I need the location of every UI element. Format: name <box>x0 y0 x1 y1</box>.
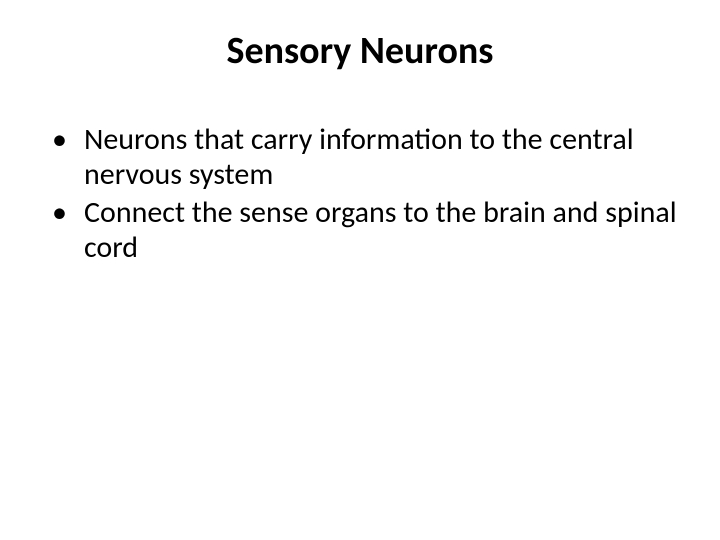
slide-container: Sensory Neurons Neurons that carry infor… <box>0 0 720 540</box>
bullet-list: Neurons that carry information to the ce… <box>40 122 680 266</box>
slide-title: Sensory Neurons <box>40 28 680 74</box>
bullet-item: Connect the sense organs to the brain an… <box>52 195 680 266</box>
bullet-item: Neurons that carry information to the ce… <box>52 122 680 193</box>
